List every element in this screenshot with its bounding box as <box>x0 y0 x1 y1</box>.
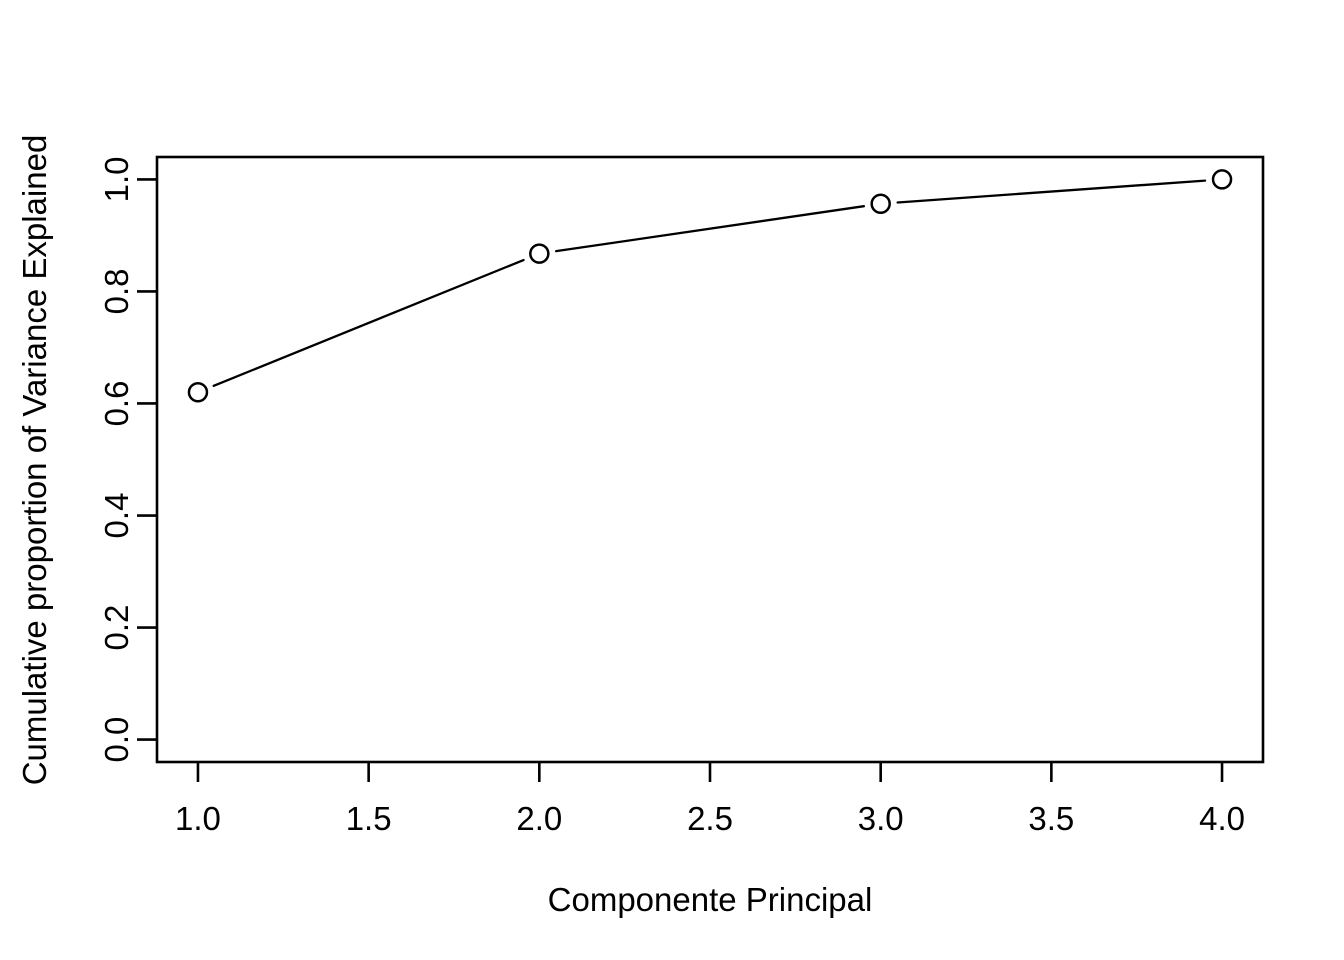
y-axis-title: Cumulative proportion of Variance Explai… <box>16 135 53 786</box>
y-axis-ticks <box>137 178 157 741</box>
x-tick-label: 2.5 <box>687 800 733 837</box>
y-tick-label: 0.4 <box>98 493 135 539</box>
y-tick-label: 0.0 <box>98 717 135 763</box>
data-point <box>529 243 550 264</box>
data-points <box>187 169 1233 403</box>
y-tick-label: 1.0 <box>98 156 135 202</box>
y-tick-label: 0.2 <box>98 605 135 651</box>
data-line-segment <box>554 205 866 253</box>
x-axis-ticks <box>196 762 1224 782</box>
data-point <box>870 193 891 214</box>
y-axis-tick-labels: 0.0 0.2 0.4 0.6 0.8 1.0 <box>98 156 135 762</box>
y-tick-label: 0.8 <box>98 269 135 315</box>
data-point <box>187 381 209 403</box>
x-axis-title: Componente Principal <box>548 881 873 918</box>
x-tick-label: 1.0 <box>175 800 221 837</box>
x-tick-label: 3.0 <box>858 800 904 837</box>
data-line-segments <box>212 179 1207 387</box>
x-tick-label: 2.0 <box>516 800 562 837</box>
data-line-segment <box>212 258 525 387</box>
plot-border <box>155 155 1265 764</box>
x-tick-label: 3.5 <box>1028 800 1074 837</box>
y-tick-label: 0.6 <box>98 381 135 427</box>
x-tick-label: 1.5 <box>346 800 392 837</box>
x-tick-label: 4.0 <box>1199 800 1245 837</box>
data-point <box>1211 169 1233 190</box>
data-line-segment <box>896 179 1207 204</box>
x-axis-tick-labels: 1.0 1.5 2.0 2.5 3.0 3.5 4.0 <box>175 800 1245 837</box>
